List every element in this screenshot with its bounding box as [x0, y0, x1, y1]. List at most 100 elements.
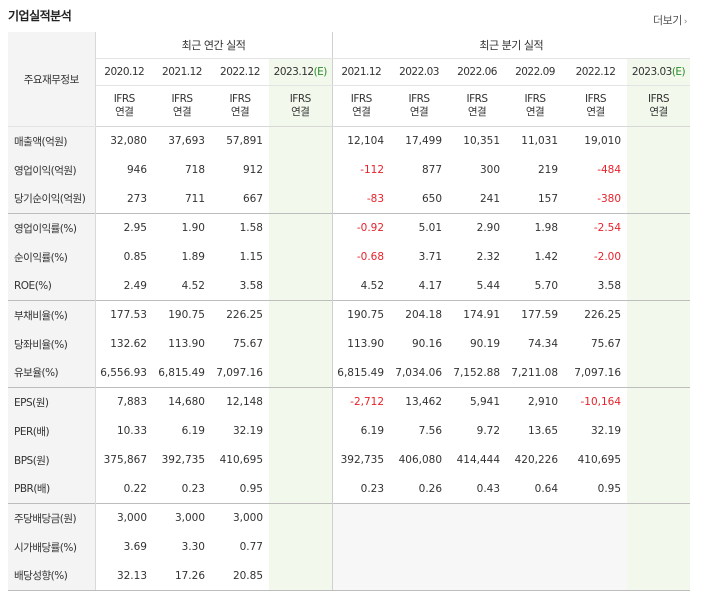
value-cell: 1.89	[181, 251, 205, 263]
chevron-right-icon: ›	[683, 17, 688, 27]
row-label: 당좌비율(%)	[8, 329, 96, 359]
value-cell: 6,556.93	[100, 366, 147, 379]
ifrs-badge: IFRS 연결	[95, 85, 153, 127]
value-cell: 1.98	[506, 213, 565, 243]
value-cell: 375,867	[103, 454, 147, 466]
value-cell: 75.67	[590, 338, 622, 350]
row-label: 매출액(억원)	[8, 126, 96, 156]
consolidated-label: 연결	[525, 106, 545, 118]
value-cell: 0.43	[476, 482, 501, 495]
value-cell: 7,883	[95, 387, 153, 417]
table-row: 주당배당금(원) 3,000 3,000 3,000	[8, 503, 691, 533]
table-row: PER(배) 10.33 6.19 32.19 6.19 7.56 9.72 13.65 32.…	[8, 416, 691, 446]
value-cell: 912	[242, 164, 263, 176]
value-cell: -2.54	[564, 213, 628, 243]
value-cell: 300	[479, 164, 501, 176]
value-cell	[627, 358, 691, 388]
row-label: 유보율(%)	[8, 358, 96, 388]
value-cell: 7,097.16	[574, 366, 622, 379]
value-cell: 13.65	[527, 425, 559, 437]
value-cell: 6,815.49	[331, 358, 391, 388]
row-label: 영업이익률(%)	[8, 213, 96, 243]
value-cell: 946	[126, 164, 147, 176]
value-cell: 392,735	[161, 454, 205, 466]
value-cell	[269, 126, 333, 156]
consolidated-label: 연결	[467, 106, 487, 118]
value-cell: 3.30	[181, 541, 205, 553]
value-cell: 0.85	[123, 251, 147, 263]
estimate-mark: (E)	[671, 66, 686, 78]
value-cell: 0.95	[597, 482, 622, 495]
value-cell	[627, 387, 691, 417]
value-cell: 6.19	[331, 416, 391, 446]
financial-summary-table: 주요재무정보 최근 연간 실적 최근 분기 실적 2020.12 2021.12 2…	[8, 32, 691, 591]
value-cell: 219	[537, 164, 559, 176]
value-cell: 132.62	[110, 338, 147, 350]
value-cell	[269, 503, 333, 533]
table-row: 시가배당률(%) 3.69 3.30 0.77	[8, 532, 691, 562]
ifrs-label: IFRS	[113, 93, 136, 105]
value-cell	[269, 271, 333, 301]
value-cell: 1.42	[534, 251, 559, 263]
value-cell	[448, 532, 507, 562]
value-cell: 410,695	[577, 454, 622, 466]
value-cell: 273	[126, 192, 147, 205]
value-cell: 2.32	[476, 251, 501, 263]
value-cell	[627, 416, 691, 446]
value-cell: 90.16	[411, 338, 443, 350]
period-label: 2023.03	[631, 66, 672, 78]
period-label: 2021.12	[162, 66, 202, 78]
value-cell: 13,462	[390, 387, 449, 417]
consolidated-label: 연결	[409, 106, 429, 118]
value-cell: 190.75	[331, 300, 391, 330]
value-cell: 32.19	[590, 425, 622, 437]
value-cell: -83	[331, 184, 391, 214]
value-cell	[627, 213, 691, 243]
value-cell: 7,097.16	[216, 366, 263, 379]
value-cell: 7,034.06	[395, 366, 443, 379]
value-cell	[269, 387, 333, 417]
value-cell: 3,000	[153, 503, 211, 533]
row-label: 주당배당금(원)	[8, 503, 96, 533]
quarter-period-header: 2022.09	[506, 58, 565, 86]
value-cell: 5,941	[448, 387, 507, 417]
value-cell: 12,148	[211, 387, 269, 417]
consolidated-label: 연결	[230, 106, 250, 118]
value-cell	[506, 503, 565, 533]
period-label: 2020.12	[104, 66, 145, 78]
value-cell: 392,735	[331, 445, 391, 475]
value-cell: 0.95	[239, 482, 263, 495]
row-label: BPS(원)	[8, 445, 96, 475]
period-label: 2022.09	[515, 66, 555, 78]
annual-group-header: 최근 연간 실적	[95, 32, 333, 59]
value-cell: 17.26	[153, 561, 211, 591]
value-cell: -2.00	[593, 251, 622, 263]
row-label: 영업이익(억원)	[8, 155, 96, 185]
ifrs-label: IFRS	[229, 93, 251, 105]
row-label: PBR(배)	[8, 474, 96, 504]
value-cell: 7,152.88	[453, 366, 501, 379]
ifrs-label: IFRS	[466, 93, 488, 105]
table-row: 부채비율(%) 177.53 190.75 226.25 190.75 204.18 174…	[8, 300, 691, 330]
more-link[interactable]: 더보기 ›	[653, 12, 688, 28]
value-cell: 0.22	[123, 482, 147, 495]
value-cell	[269, 561, 333, 591]
value-cell: 0.77	[239, 541, 263, 553]
quarter-group-header: 최근 분기 실적	[331, 32, 691, 59]
more-label[interactable]: 더보기	[653, 14, 682, 27]
estimate-mark: (E)	[313, 66, 328, 78]
ifrs-badge: IFRS 연결	[564, 85, 628, 127]
value-cell	[331, 532, 391, 562]
value-cell: 75.67	[232, 338, 263, 350]
ifrs-badge: IFRS 연결	[506, 85, 565, 127]
value-cell: 37,693	[153, 126, 211, 156]
value-cell: 241	[479, 192, 501, 205]
table-row: BPS(원) 375,867 392,735 410,695 392,735 406,08…	[8, 445, 691, 475]
period-label: 2022.03	[399, 66, 439, 78]
value-cell	[269, 329, 333, 359]
value-cell: 6,815.49	[158, 366, 205, 379]
table-row: 유보율(%) 6,556.93 6,815.49 7,097.16 6,815.49 7,…	[8, 358, 691, 388]
ifrs-label: IFRS	[584, 93, 607, 105]
ifrs-label: IFRS	[524, 93, 546, 105]
value-cell: 113.90	[331, 329, 391, 359]
